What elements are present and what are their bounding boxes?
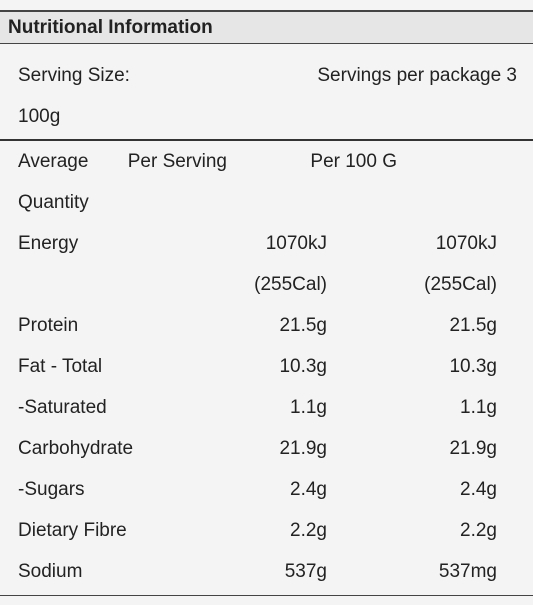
- table-row: Sodium 537g 537mg: [0, 551, 533, 592]
- nutrient-name: Dietary Fibre: [18, 520, 127, 541]
- table-row: Energy 1070kJ (255Cal) 1070kJ (255Cal): [0, 223, 533, 305]
- nutrient-name: -Saturated: [18, 397, 107, 418]
- nutrient-name: Carbohydrate: [18, 438, 134, 459]
- nutrient-value: 21.9g: [279, 438, 327, 459]
- nutrient-name: Energy: [18, 233, 79, 254]
- column-header: Per Serving: [127, 151, 227, 172]
- column-header: Average Quantity: [18, 151, 89, 213]
- table-row: Carbohydrate 21.9g 21.9g: [0, 428, 533, 469]
- table-row: Protein 21.5g 21.5g: [0, 305, 533, 346]
- bottom-border: [0, 595, 533, 596]
- title-bar: Nutritional Information: [0, 10, 533, 44]
- nutrient-value: 2.2g: [460, 520, 497, 541]
- nutrient-name: Sodium: [18, 561, 83, 582]
- divider: [0, 139, 533, 141]
- nutrient-value: 21.9g: [449, 438, 497, 459]
- nutrient-value: 2.4g: [290, 479, 327, 500]
- table-row: Fat - Total 10.3g 10.3g: [0, 346, 533, 387]
- nutrient-value: 1.1g: [460, 397, 497, 418]
- nutrient-value: 2.4g: [460, 479, 497, 500]
- nutrient-value: 1070kJ (255Cal): [197, 223, 327, 305]
- cell-text: 1070kJ (255Cal): [424, 233, 497, 295]
- nutrient-value: 537mg: [438, 561, 497, 582]
- nutrient-name: -Sugars: [18, 479, 85, 500]
- cell-text: 1070kJ (255Cal): [254, 233, 327, 295]
- serving-size-label: Serving Size:: [18, 65, 130, 86]
- nutrient-value: 1.1g: [290, 397, 327, 418]
- nutrient-value: 537g: [284, 561, 327, 582]
- header-row: Average Quantity Per Serving Per 100 G: [0, 141, 533, 223]
- table-row: Dietary Fibre 2.2g 2.2g: [0, 510, 533, 551]
- servings-per-package: Servings per package 3: [317, 65, 517, 86]
- nutrient-name: Protein: [18, 315, 79, 336]
- nutrition-table: Average Quantity Per Serving Per 100 G Ener…: [0, 141, 533, 592]
- table-row: -Sugars 2.4g 2.4g: [0, 469, 533, 510]
- nutrient-value: 2.2g: [290, 520, 327, 541]
- panel-title: Nutritional Information: [8, 17, 213, 38]
- nutrient-name: Fat - Total: [18, 356, 103, 377]
- serving-size: 100g: [18, 106, 61, 127]
- nutrient-value: 1070kJ (255Cal): [327, 223, 497, 305]
- nutrient-value: 21.5g: [279, 315, 327, 336]
- table-row: -Saturated 1.1g 1.1g: [0, 387, 533, 428]
- nutrient-value: 21.5g: [449, 315, 497, 336]
- nutrient-value: 10.3g: [449, 356, 497, 377]
- column-header: Per 100 G: [310, 151, 397, 172]
- nutrient-value: 10.3g: [279, 356, 327, 377]
